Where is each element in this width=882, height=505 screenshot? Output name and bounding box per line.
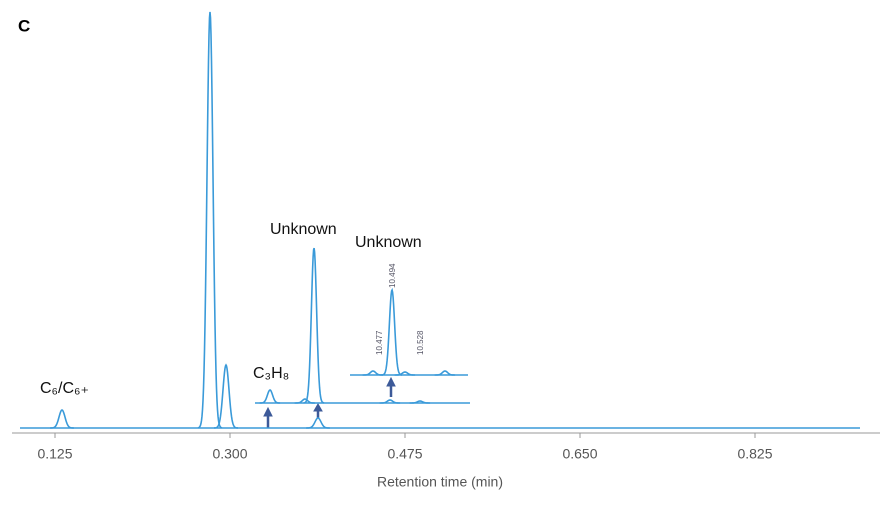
peak <box>259 389 281 404</box>
annotation: C₃H₈ <box>253 365 289 382</box>
annotation: C₆/C₆₊ <box>40 380 89 397</box>
peak <box>303 247 325 404</box>
x-tick-label: 0.825 <box>737 446 772 462</box>
peak <box>197 11 223 429</box>
peak <box>213 363 239 429</box>
x-tick-label: 0.650 <box>562 446 597 462</box>
peak <box>394 371 416 376</box>
peak <box>381 287 403 376</box>
panel-label: C <box>18 16 30 35</box>
arrow-head <box>386 376 396 387</box>
peak <box>379 399 401 404</box>
x-tick-label: 0.300 <box>212 446 247 462</box>
annotation: Unknown <box>270 221 337 238</box>
annotation: Unknown <box>355 234 422 251</box>
inset-label: 10.477 <box>375 330 384 355</box>
peak <box>409 400 431 404</box>
x-tick-label: 0.475 <box>387 446 422 462</box>
inset-label: 10.528 <box>416 330 425 355</box>
x-tick-label: 0.125 <box>37 446 72 462</box>
peak <box>294 398 316 404</box>
inset-label: 10.494 <box>388 263 397 288</box>
arrow-head <box>313 402 323 412</box>
x-axis-label: Retention time (min) <box>377 474 503 490</box>
peak <box>50 409 74 429</box>
arrow-head <box>263 406 273 417</box>
peak <box>434 370 456 376</box>
arrows <box>263 376 396 428</box>
peak <box>362 370 384 376</box>
peak <box>305 417 331 429</box>
